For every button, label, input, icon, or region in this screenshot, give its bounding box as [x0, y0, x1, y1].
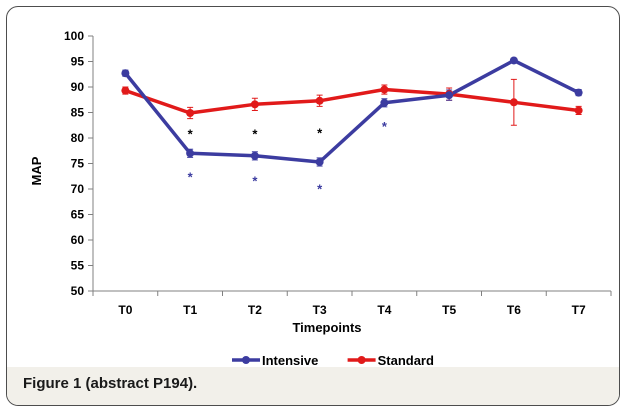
y-tick-label: 100: [64, 29, 84, 43]
standard-point: [574, 106, 583, 115]
y-tick-label: 80: [71, 131, 85, 145]
intensive-point: [574, 88, 583, 97]
y-tick-label: 50: [71, 284, 85, 298]
standard-line: [124, 87, 579, 115]
y-tick-label: 70: [71, 182, 85, 196]
x-tick-label: T1: [183, 303, 197, 317]
figure-frame: 50 55 60 65 70 75 80 85 90 95 100 T0 T1 T2 T3 T4 T5 T6 T7…: [6, 6, 620, 406]
x-tick-labels: T0 T1 T2 T3 T4 T5 T6 T7: [118, 303, 586, 317]
map-line-chart: 50 55 60 65 70 75 80 85 90 95 100 T0 T1 T2 T3 T4 T5 T6 T7…: [29, 29, 612, 368]
x-tick-label: T2: [248, 303, 262, 317]
intensive-point: [250, 151, 259, 160]
y-tick-label: 65: [71, 208, 85, 222]
y-tick-label: 75: [71, 157, 85, 171]
x-tick-label: T3: [313, 303, 327, 317]
x-tick-label: T0: [118, 303, 132, 317]
chart-legend: Intensive Standard: [232, 353, 434, 368]
x-tick-label: T7: [572, 303, 586, 317]
x-axis-title: Timepoints: [292, 320, 361, 335]
series-points: [121, 56, 583, 166]
y-tick-label: 60: [71, 233, 85, 247]
standard-point: [509, 98, 518, 107]
y-tick-label: 55: [71, 259, 85, 273]
significance-asterisk: *: [252, 173, 258, 188]
y-tick-label: 95: [71, 55, 85, 69]
significance-asterisk: *: [317, 125, 323, 140]
significance-asterisk: *: [188, 126, 194, 141]
intensive-point: [121, 69, 130, 78]
figure-caption: Figure 1 (abstract P194).: [23, 375, 198, 392]
y-axis-title: MAP: [29, 156, 44, 185]
series-lines: [124, 58, 580, 164]
x-tick-label: T4: [377, 303, 391, 317]
intensive-point: [445, 91, 454, 100]
caption-band: Figure 1 (abstract P194).: [7, 367, 619, 405]
intensive-point: [315, 157, 324, 166]
standard-point: [186, 109, 195, 118]
standard-point: [250, 100, 259, 109]
intensive-point: [380, 98, 389, 107]
standard-legend-marker: [357, 356, 366, 364]
significance-asterisk: *: [252, 126, 258, 141]
significance-asterisk: *: [382, 119, 388, 134]
intensive-legend-marker: [242, 356, 250, 364]
significance-asterisk: *: [317, 181, 323, 196]
x-tick-label: T5: [442, 303, 456, 317]
y-tick-label: 85: [71, 106, 85, 120]
significance-asterisk: *: [188, 170, 194, 185]
intensive-point: [509, 56, 518, 65]
y-tick-labels: 50 55 60 65 70 75 80 85 90 95 100: [64, 29, 84, 298]
standard-point: [315, 96, 324, 105]
y-tick-label: 90: [71, 80, 85, 94]
standard-legend-label: Standard: [378, 353, 434, 368]
standard-point: [121, 86, 130, 95]
intensive-legend-label: Intensive: [262, 353, 318, 368]
intensive-line: [124, 58, 580, 164]
intensive-point: [186, 149, 195, 158]
x-tick-label: T6: [507, 303, 521, 317]
standard-point: [380, 85, 389, 94]
significance-markers: * * * * * * *: [188, 119, 388, 196]
chart-axes: [88, 35, 612, 296]
